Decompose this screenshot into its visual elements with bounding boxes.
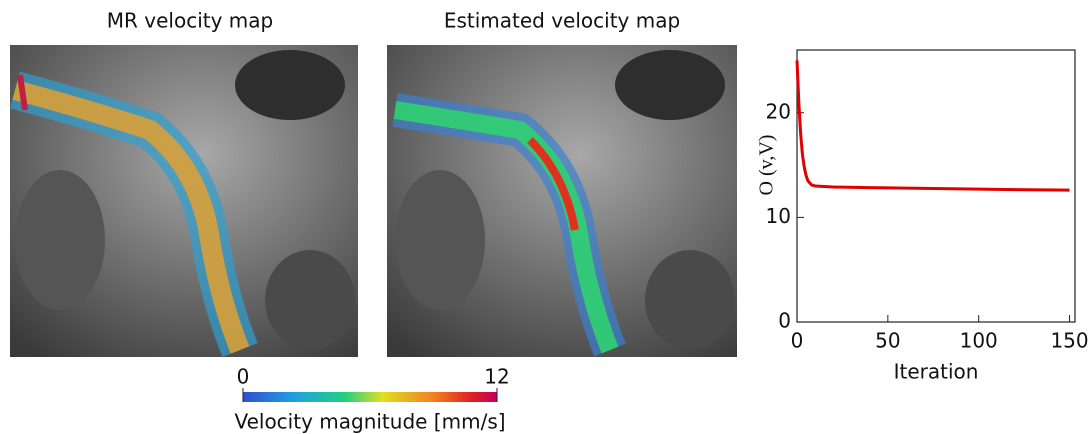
colorbar	[243, 392, 497, 402]
x-tick-label: 0	[791, 329, 804, 353]
colorbar-tick-label: 0	[237, 365, 250, 389]
figure: MR velocity map Estimated velocity map V…	[0, 0, 1088, 434]
panel-title: MR velocity map	[107, 9, 273, 33]
colorbar-tick-label: 12	[484, 365, 509, 389]
estimated-image	[387, 45, 737, 357]
y-tick-label: 20	[766, 99, 791, 123]
x-tick-label: 100	[960, 329, 998, 353]
x-tick-label: 50	[875, 329, 900, 353]
y-tick-label: 10	[766, 204, 791, 228]
x-axis-label: Iteration	[894, 360, 979, 384]
mr-image	[10, 45, 358, 357]
y-tick-label: 0	[778, 309, 791, 333]
panel-title: Estimated velocity map	[444, 9, 680, 33]
colorbar-label: Velocity magnitude [mm/s]	[234, 410, 505, 434]
x-tick-label: 150	[1050, 329, 1088, 353]
data-line	[797, 60, 1070, 190]
page: MR velocity map Estimated velocity map V…	[0, 0, 1088, 434]
y-axis-label: O (v,V)	[756, 135, 778, 196]
